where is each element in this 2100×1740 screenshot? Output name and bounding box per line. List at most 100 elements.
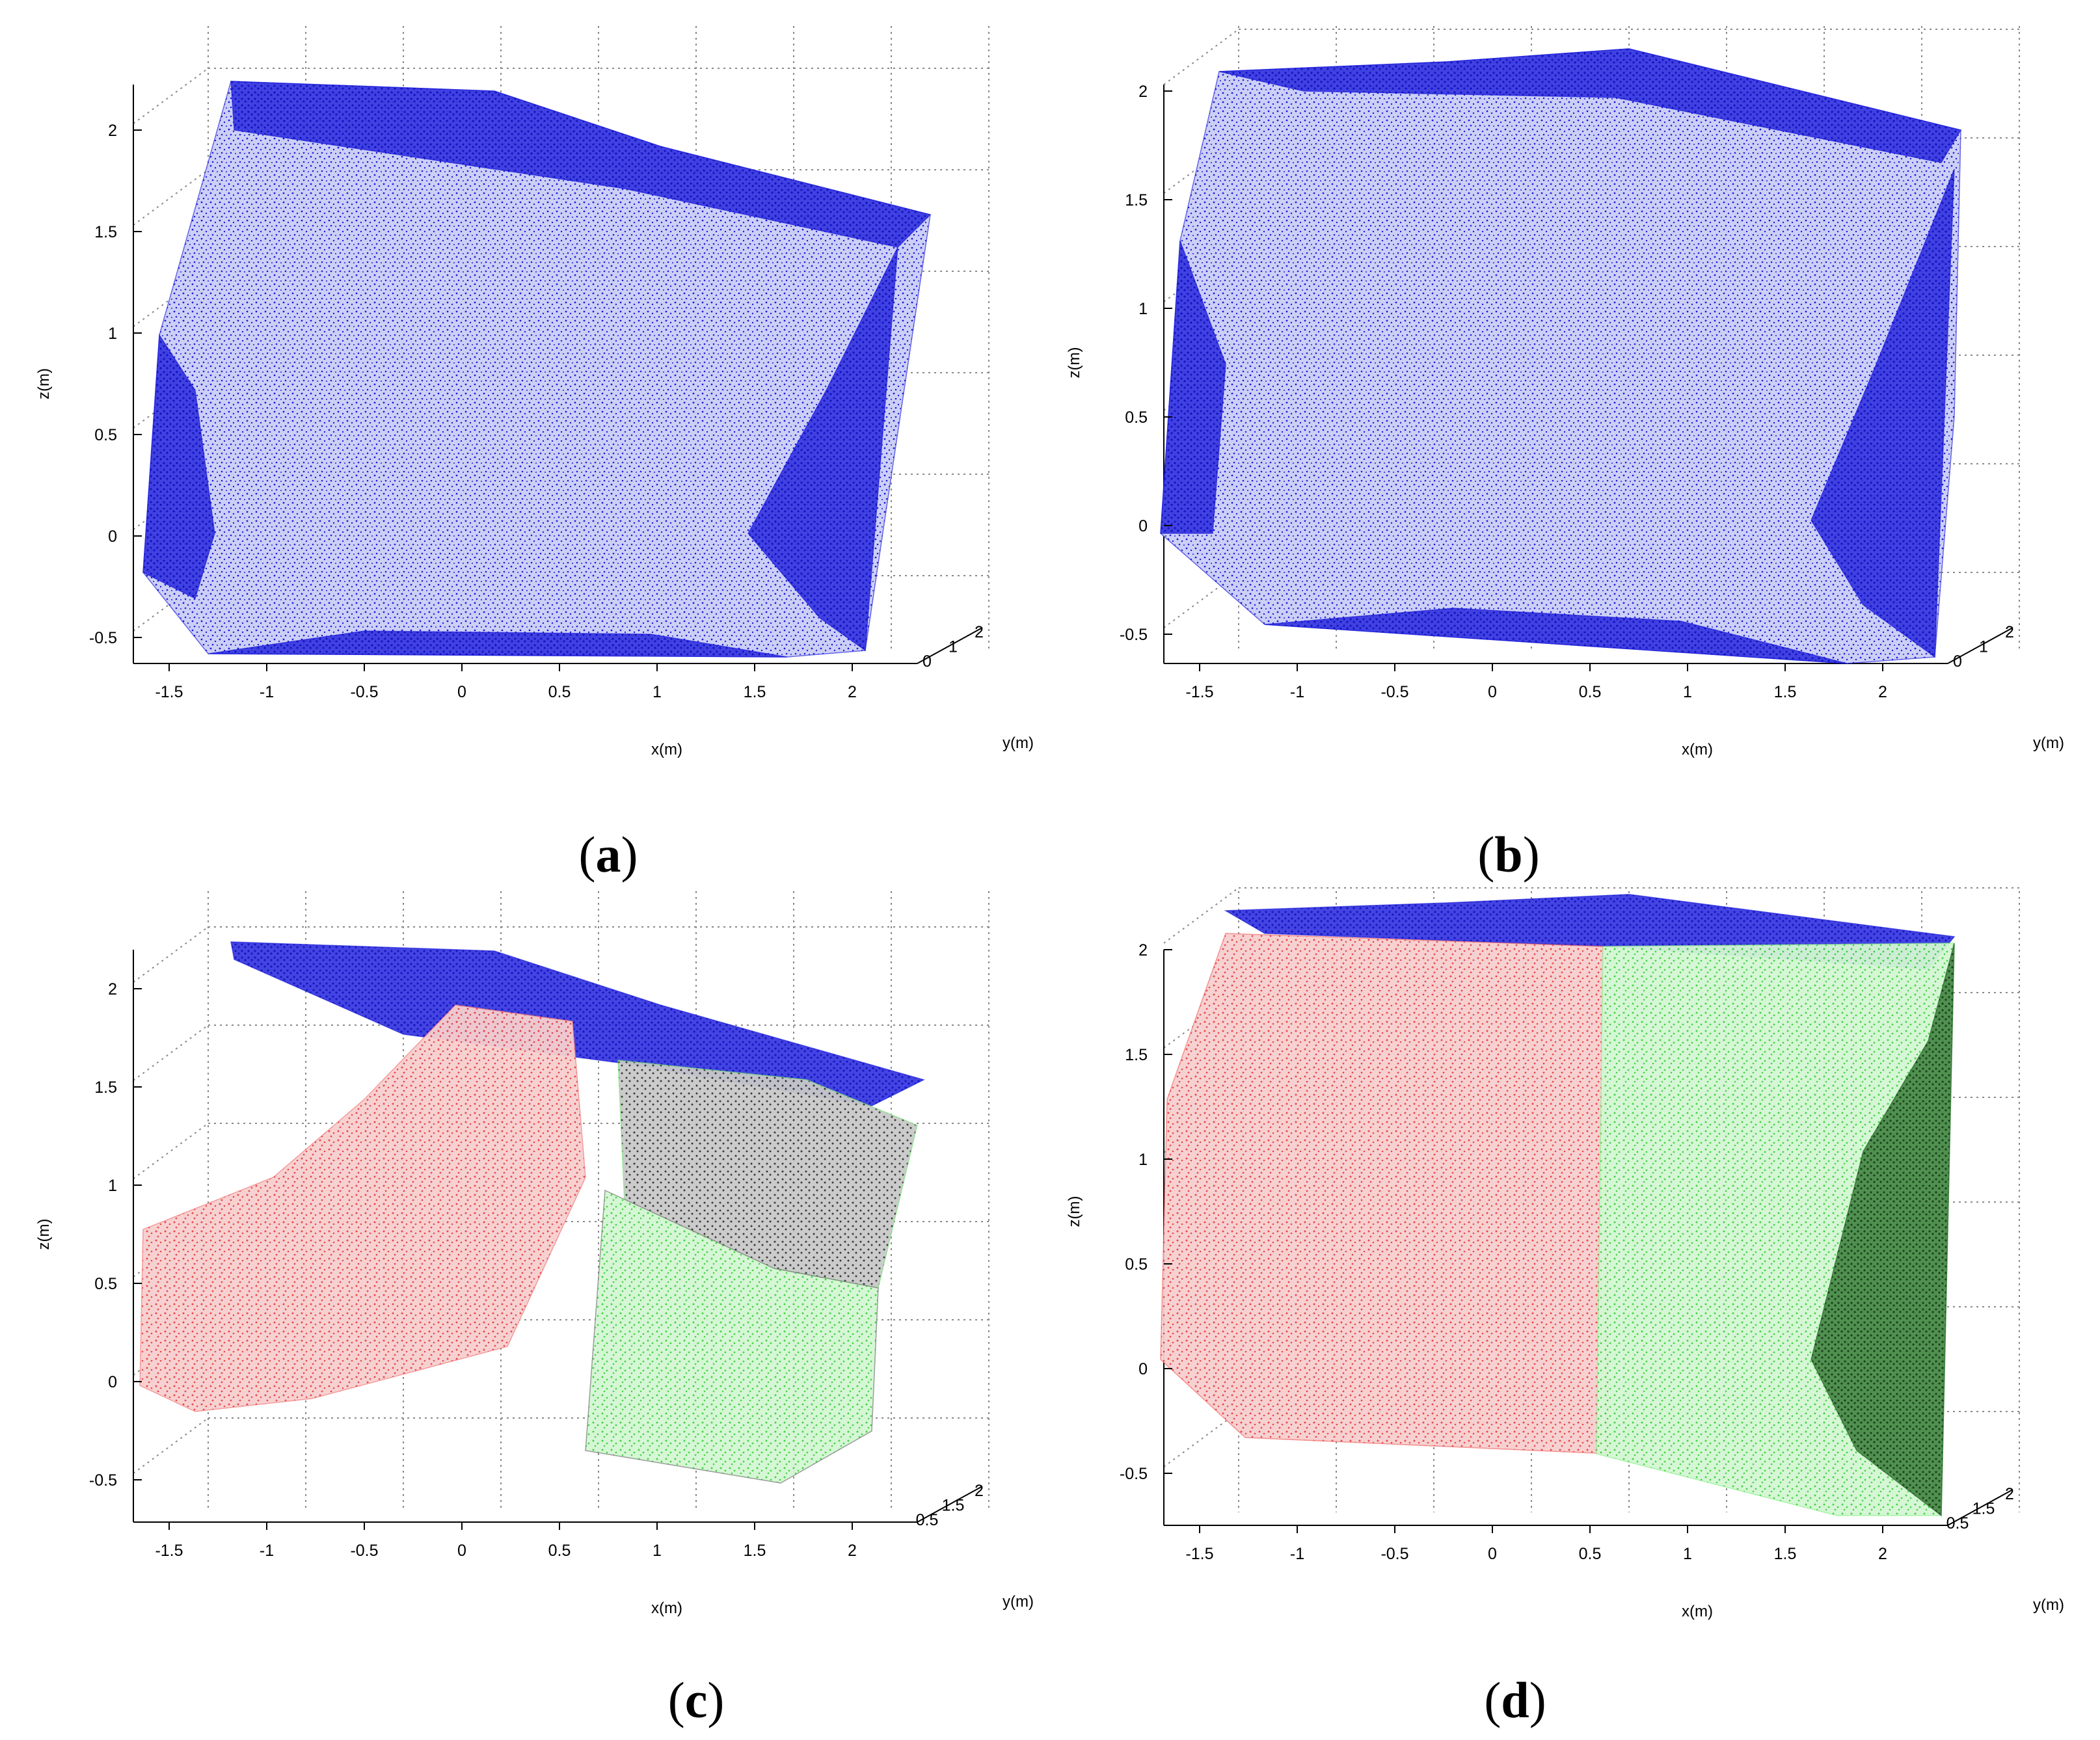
z-tick-label: 0: [108, 528, 117, 546]
point-cloud-segment-ceiling: [230, 941, 926, 1106]
x-tick-label: 1.5: [1774, 1545, 1797, 1563]
z-axis-label: z(m): [1066, 1196, 1083, 1227]
z-tick-label: 1: [1138, 300, 1148, 318]
panel-c: -0.500.511.52-1.5 -1 -0.5 0 0.5 1 1.5 20.51.52x…: [35, 891, 1034, 1728]
y-tick-label: 1: [1979, 638, 1988, 656]
x-tick-label: 0: [1488, 683, 1497, 701]
x-tick-label: -1: [260, 1542, 274, 1560]
y-axis-line: [1947, 1489, 2013, 1526]
z-tick-label: 2: [1138, 941, 1148, 959]
z-tick-label: 2: [108, 122, 117, 140]
x-tick-label: 0.5: [1579, 683, 1602, 701]
z-tick-label: 0.5: [94, 1275, 117, 1293]
grid-line: [1163, 1411, 1239, 1467]
caption-close-paren: ): [1523, 826, 1540, 883]
x-tick-label: 2: [848, 1542, 857, 1560]
point-cloud: [139, 941, 926, 1484]
point-cloud-segment-full-room: [1811, 168, 1955, 658]
x-axis-label: x(m): [651, 1599, 682, 1617]
x-tick-label: -1.5: [1185, 683, 1213, 701]
y-axis-label: y(m): [1003, 734, 1034, 752]
point-cloud-segment-full-room: [1264, 608, 1848, 664]
z-tick-label: 1: [1138, 1151, 1148, 1169]
x-tick-label: 0: [457, 683, 466, 701]
point-cloud-segment-full-room: [208, 630, 788, 658]
z-tick-label: 2: [108, 980, 117, 998]
x-tick-label: -0.5: [350, 1542, 378, 1560]
x-tick-label: 2: [1878, 1545, 1887, 1563]
x-tick-label: 1: [1683, 1545, 1692, 1563]
x-tick-label: -1: [1290, 1545, 1304, 1563]
caption-letter: d: [1501, 1672, 1529, 1728]
x-tick-label: 0.5: [548, 683, 571, 701]
x-tick-label: 1: [1683, 683, 1692, 701]
caption-close-paren: ): [1529, 1672, 1546, 1728]
caption-letter: a: [596, 826, 621, 883]
y-tick-label: 2: [975, 1482, 984, 1500]
z-tick-label: 0.5: [1125, 408, 1148, 427]
z-tick-label: 0.5: [94, 426, 117, 444]
grid-line: [1163, 29, 1239, 85]
x-tick-label: 0.5: [1579, 1545, 1602, 1563]
point-cloud: [1160, 48, 1962, 664]
point-cloud: [1160, 894, 1956, 1517]
z-axis-label: z(m): [35, 1219, 53, 1250]
x-tick-label: 0: [457, 1542, 466, 1560]
caption-letter: c: [685, 1672, 708, 1728]
panel-caption: (b): [1477, 826, 1539, 883]
z-tick-label: 0: [108, 1373, 117, 1391]
x-tick-label: 1.5: [1774, 683, 1797, 701]
y-tick-label: 1.5: [1972, 1500, 1995, 1518]
caption-open-paren: (: [1477, 826, 1494, 883]
grid-line: [133, 1417, 209, 1474]
y-tick-label: 2: [975, 623, 984, 641]
x-tick-label: -1.5: [155, 1542, 183, 1560]
y-axis-label: y(m): [2033, 734, 2064, 752]
y-tick-label: 1.5: [942, 1497, 965, 1515]
x-tick-label: -1: [1290, 683, 1304, 701]
z-tick-label: -0.5: [1120, 626, 1148, 644]
z-tick-label: -0.5: [1120, 1465, 1148, 1483]
z-tick-label: -0.5: [89, 629, 117, 647]
z-tick-label: 0: [1138, 517, 1148, 535]
z-tick-label: 1.5: [1125, 191, 1148, 209]
x-tick-label: 1.5: [744, 1542, 766, 1560]
point-cloud: [142, 81, 932, 658]
y-tick-label: 0: [1953, 652, 1962, 671]
y-tick-label: 0.5: [1946, 1514, 1969, 1533]
caption-close-paren: ): [621, 826, 638, 883]
x-axis-label: x(m): [1682, 1603, 1713, 1620]
y-tick-label: 1: [949, 638, 958, 656]
z-tick-label: 1.5: [1125, 1046, 1148, 1064]
x-axis-label: x(m): [1682, 741, 1713, 758]
x-tick-label: 1.5: [744, 683, 766, 701]
point-cloud-segment-right-wall: [1811, 943, 1955, 1517]
z-axis-label: z(m): [35, 368, 53, 399]
panel-caption: (c): [668, 1672, 725, 1728]
x-tick-label: 1: [653, 683, 662, 701]
z-tick-label: 1.5: [94, 223, 117, 241]
caption-open-paren: (: [668, 1672, 685, 1728]
x-tick-label: -1.5: [155, 683, 183, 701]
x-tick-label: 2: [1878, 683, 1887, 701]
grid-line: [133, 1123, 209, 1179]
grid-line: [1163, 887, 1239, 944]
y-axis-label: y(m): [1003, 1593, 1034, 1611]
grid-line: [133, 1024, 209, 1081]
y-tick-label: 2: [2005, 1485, 2014, 1503]
z-axis-label: z(m): [1066, 347, 1083, 379]
x-tick-label: 0.5: [548, 1542, 571, 1560]
z-tick-label: 2: [1138, 83, 1148, 101]
y-axis-line: [1947, 627, 2013, 664]
caption-letter: b: [1494, 826, 1522, 883]
y-tick-label: 0.5: [916, 1511, 939, 1529]
x-tick-label: -0.5: [350, 683, 378, 701]
grid-line: [133, 926, 209, 983]
point-cloud-segment-full-room: [747, 247, 898, 652]
y-axis-line: [917, 627, 983, 664]
z-tick-label: -0.5: [89, 1471, 117, 1490]
point-cloud-segment-right-wall-partial: [585, 1189, 879, 1484]
